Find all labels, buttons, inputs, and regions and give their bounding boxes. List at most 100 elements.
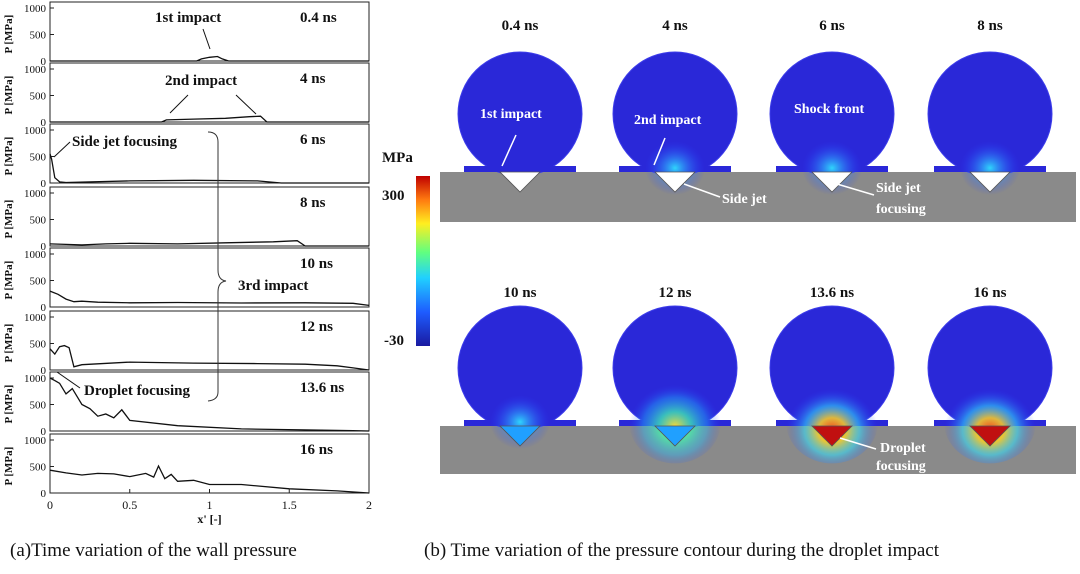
series-line [49, 240, 369, 247]
wall-pressure-panel: 0 500 1000 P [MPa] 16 ns [3, 433, 370, 500]
y-tick-label: 1000 [24, 249, 47, 261]
contour-frame: 10 ns [457, 285, 583, 449]
y-tick-label: 1000 [24, 312, 47, 324]
label-side-jet: Side jet [722, 192, 767, 207]
wall-pressure-panel: 0 500 1000 P [MPa] 0.4 ns [3, 1, 370, 68]
contour-annotations: 1st impact 2nd impact Shock front Side j… [480, 102, 926, 474]
y-axis-label: P [MPa] [3, 137, 15, 176]
arrow-2nd-impact-contour [653, 137, 666, 166]
y-tick-label: 500 [30, 152, 47, 164]
colorbar: MPa 300 -30 [382, 150, 430, 349]
pressure-glow [944, 380, 1036, 464]
y-tick-label: 500 [30, 91, 47, 103]
label-side-jet-focusing-1: Side jet [876, 181, 921, 196]
time-label: 4 ns [300, 71, 326, 87]
wall-pressure-panel: 0 500 1000 P [MPa] 13.6 ns [3, 371, 370, 438]
wall-pressure-panel: 0 500 1000 P [MPa] 6 ns [3, 123, 370, 190]
y-tick-label: 0 [41, 426, 47, 438]
annotation-droplet-focusing: Droplet focusing [84, 383, 190, 399]
droplet-base [464, 166, 576, 172]
series-line [49, 344, 370, 371]
contour-frame: 16 ns [927, 285, 1053, 464]
time-label: 12 ns [300, 319, 333, 335]
panel-frame [49, 433, 370, 494]
x-tick-label: 0 [47, 498, 53, 512]
annotation-2nd-impact: 2nd impact [165, 73, 237, 89]
wall-pressure-panel: 0 500 1000 P [MPa] 4 ns [3, 62, 370, 129]
y-tick-label: 0 [41, 488, 47, 500]
pressure-glow [960, 141, 1020, 195]
arrow-2nd-impact-right [235, 94, 257, 115]
frame-time-label: 13.6 ns [810, 285, 854, 301]
label-droplet-focusing-2: focusing [876, 459, 926, 474]
time-label: 0.4 ns [300, 10, 337, 26]
groove [969, 425, 1011, 447]
frame-time-label: 0.4 ns [502, 18, 539, 34]
wall-pressure-panel: 0 500 1000 P [MPa] 10 ns [3, 247, 370, 314]
arrow-side-jet-focusing [53, 141, 71, 158]
y-tick-label: 1000 [24, 188, 47, 200]
wall-pressure-panels: 0 500 1000 P [MPa] 0.4 ns 0 500 1000 P [MPa] 4 ns… [3, 1, 372, 526]
frame-time-label: 12 ns [659, 285, 692, 301]
y-tick-label: 500 [30, 339, 47, 351]
wall-pressure-panel: 0 500 1000 P [MPa] 12 ns [3, 310, 370, 377]
y-tick-label: 1000 [24, 64, 47, 76]
frame-time-label: 10 ns [504, 285, 537, 301]
brace-3rd-impact [207, 131, 227, 402]
time-label: 16 ns [300, 442, 333, 458]
pressure-glow [490, 395, 550, 449]
frame-time-label: 4 ns [662, 18, 688, 34]
label-2nd-impact: 2nd impact [634, 113, 702, 128]
y-tick-label: 0 [41, 56, 47, 68]
groove [811, 425, 853, 447]
y-tick-label: 0 [41, 302, 47, 314]
y-axis-label: P [MPa] [3, 261, 15, 300]
pressure-glow [645, 141, 705, 195]
arrow-side-jet [683, 183, 721, 198]
y-axis-label: P [MPa] [3, 15, 15, 54]
panel-frame [49, 186, 370, 247]
y-tick-label: 500 [30, 400, 47, 412]
colorbar-gradient [416, 176, 430, 346]
y-axis-label: P [MPa] [3, 385, 15, 424]
wall-pressure-panel: 0 500 1000 P [MPa] 8 ns [3, 186, 370, 253]
series-line [49, 464, 370, 494]
label-shock-front: Shock front [794, 102, 864, 117]
y-tick-label: 500 [30, 30, 47, 42]
arrow-1st-impact-contour [501, 134, 517, 167]
pressure-contour-frames: 0.4 ns 4 ns 6 ns 8 ns 10 ns 12 ns 13.6 ns 16 ns [440, 18, 1076, 474]
groove [654, 171, 696, 193]
series-line [50, 115, 369, 123]
colorbar-max-label: 300 [382, 188, 405, 204]
groove [811, 171, 853, 193]
annotation-1st-impact: 1st impact [155, 10, 221, 26]
colorbar-min-label: -30 [384, 333, 404, 349]
arrow-2nd-impact-left [169, 94, 189, 114]
contour-frame: 12 ns [612, 285, 738, 464]
series-line [49, 290, 370, 307]
panel-frame [49, 247, 370, 308]
caption-b: (b) Time variation of the pressure conto… [424, 540, 939, 561]
y-tick-label: 500 [30, 215, 47, 227]
label-droplet-focusing-1: Droplet [880, 441, 926, 456]
frame-time-label: 16 ns [974, 285, 1007, 301]
panel-frame [49, 371, 370, 432]
left-annotations: 1st impact 2nd impact Side jet focusing … [53, 10, 308, 402]
colorbar-unit: MPa [382, 150, 413, 166]
time-label: 13.6 ns [300, 380, 344, 396]
groove [499, 425, 541, 447]
y-tick-label: 0 [41, 117, 47, 129]
panel-frame [49, 123, 370, 184]
contour-frame: 4 ns [612, 18, 738, 195]
y-tick-label: 1000 [24, 373, 47, 385]
y-tick-label: 1000 [24, 3, 47, 15]
contour-frame: 6 ns [769, 18, 895, 195]
frame-time-label: 6 ns [819, 18, 845, 34]
y-axis-label: P [MPa] [3, 447, 15, 486]
x-tick-label: 2 [366, 498, 372, 512]
series-line [50, 55, 369, 62]
y-axis-label: P [MPa] [3, 200, 15, 239]
pressure-glow [629, 380, 721, 464]
y-axis-label: P [MPa] [3, 76, 15, 115]
